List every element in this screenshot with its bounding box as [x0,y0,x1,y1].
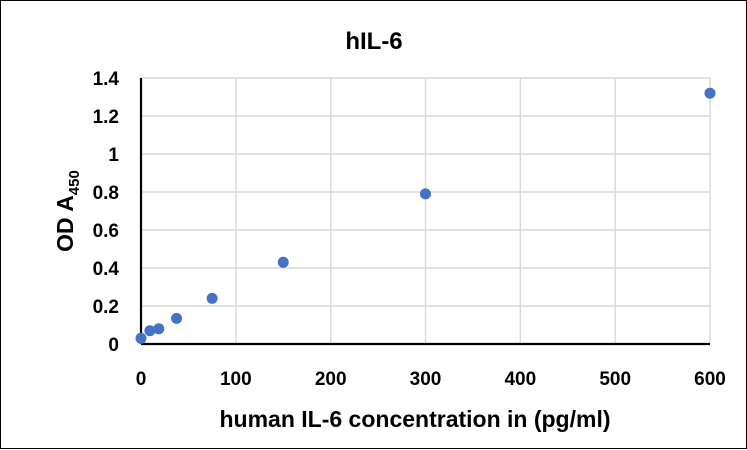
x-tick-label: 600 [694,369,726,390]
data-point [206,292,218,304]
chart-title: hIL-6 [345,28,402,55]
data-point [144,325,156,337]
data-point [153,323,165,335]
grid-layer [141,77,711,344]
y-tick-label: 1.4 [93,69,120,90]
y-tick-label: 0.6 [93,221,119,242]
y-tick-label: 1 [108,145,119,166]
x-tick-label: 400 [504,369,536,390]
data-point [171,312,183,324]
tick-layer: 0 0.2 0.4 0.6 0.8 1 1.2 1.4 0 100 200 300 400 500 600 [93,69,726,390]
y-axis-label: OD A450 [52,170,83,252]
point-layer [135,87,716,344]
data-point [135,332,147,344]
axis-layer [139,78,710,346]
data-point [420,188,431,200]
data-point [277,256,289,268]
y-tick-label: 0 [108,335,119,356]
y-tick-label: 0.2 [93,297,119,318]
y-axis-label-main: OD A [52,195,78,252]
y-axis-label-subscript: 450 [66,170,83,195]
y-tick-label: 1.2 [93,107,119,128]
data-point [704,87,716,99]
x-tick-label: 500 [599,369,631,390]
x-tick-label: 0 [136,369,147,390]
x-tick-label: 300 [410,369,442,390]
x-tick-label: 200 [315,369,347,390]
y-tick-label: 0.8 [93,183,119,204]
x-tick-label: 100 [220,369,252,390]
y-tick-label: 0.4 [93,259,120,280]
x-axis-label: human IL-6 concentration in (pg/ml) [220,406,611,432]
